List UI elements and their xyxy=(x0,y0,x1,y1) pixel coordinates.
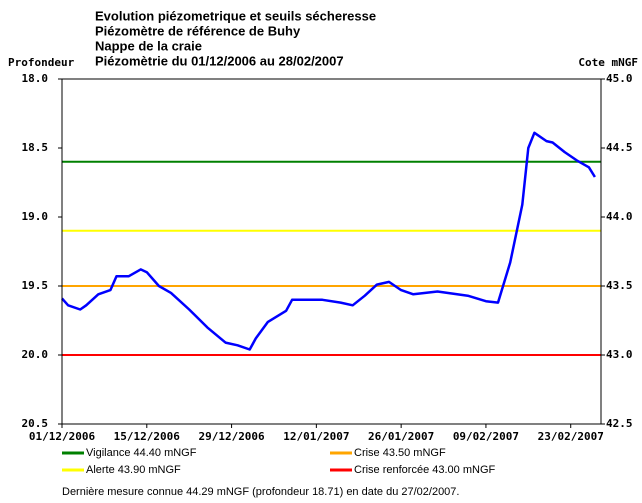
y-tick-label: 18.0 xyxy=(22,72,49,85)
legend-label: Crise renforcée 43.00 mNGF xyxy=(354,464,495,476)
y2-axis-label: Cote mNGF xyxy=(578,56,638,69)
y-tick-label: 18.5 xyxy=(22,141,49,154)
chart-title: Nappe de la craie xyxy=(95,38,202,53)
x-tick-label: 01/12/2006 xyxy=(29,430,96,443)
x-tick-label: 26/01/2007 xyxy=(368,430,434,443)
x-tick-label: 29/12/2006 xyxy=(198,430,265,443)
y-axis-label: Profondeur xyxy=(8,56,75,69)
x-tick-label: 09/02/2007 xyxy=(453,430,519,443)
data-line xyxy=(61,131,596,351)
y-tick-label: 20.0 xyxy=(22,348,49,361)
y2-tick-label: 42.5 xyxy=(606,417,633,430)
y2-tick-label: 45.0 xyxy=(606,72,633,85)
y2-tick-label: 43.0 xyxy=(606,348,633,361)
chart-title: Piézomètrie du 01/12/2006 au 28/02/2007 xyxy=(95,53,344,68)
y2-tick-label: 44.0 xyxy=(606,210,633,223)
legend-label: Crise 43.50 mNGF xyxy=(354,447,446,459)
y-tick-label: 20.5 xyxy=(22,417,49,430)
y2-tick-label: 44.5 xyxy=(606,141,633,154)
x-tick-label: 15/12/2006 xyxy=(114,430,181,443)
chart-title: Evolution piézometrique et seuils sécher… xyxy=(95,8,376,23)
legend-label: Vigilance 44.40 mNGF xyxy=(86,447,197,459)
chart-title: Piézomètre de référence de Buhy xyxy=(95,23,301,38)
plot-frame xyxy=(61,78,602,425)
footnote: Dernière mesure connue 44.29 mNGF (profo… xyxy=(62,486,459,498)
x-tick-label: 12/01/2007 xyxy=(283,430,349,443)
y-tick-label: 19.0 xyxy=(22,210,49,223)
y2-tick-label: 43.5 xyxy=(606,279,633,292)
legend-label: Alerte 43.90 mNGF xyxy=(86,464,181,476)
y-tick-label: 19.5 xyxy=(22,279,49,292)
x-tick-label: 23/02/2007 xyxy=(538,430,604,443)
